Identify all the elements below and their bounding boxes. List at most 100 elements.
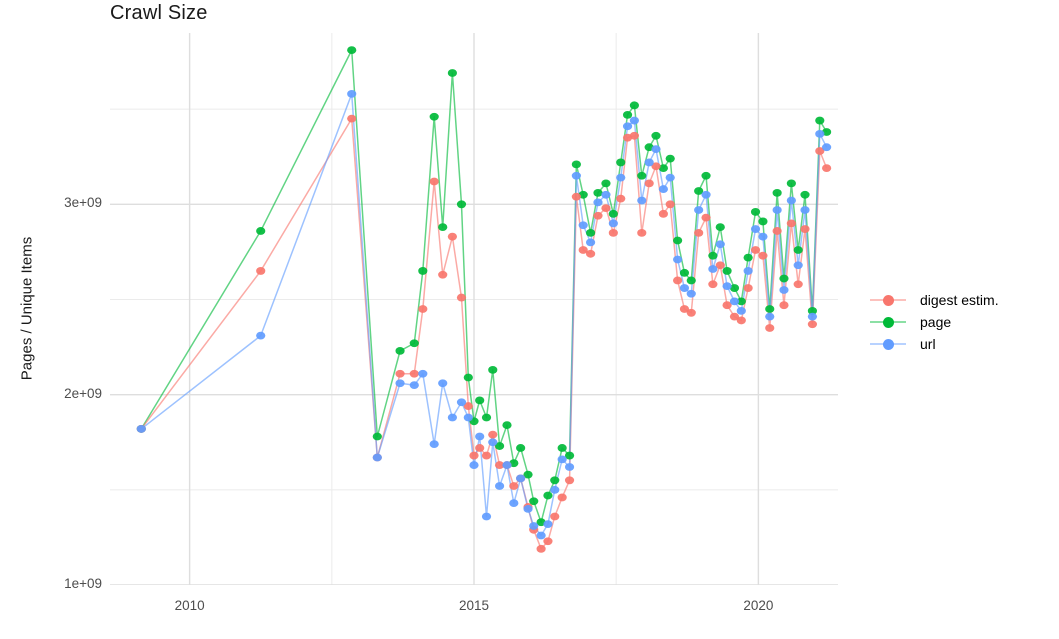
data-point <box>736 307 746 315</box>
data-point <box>601 179 611 188</box>
data-point <box>536 531 546 540</box>
legend-item[interactable]: url <box>868 333 1053 355</box>
data-point <box>665 154 675 163</box>
data-point <box>557 493 567 502</box>
data-point <box>743 267 753 275</box>
legend-dot-icon <box>883 317 894 328</box>
data-point <box>543 491 553 500</box>
data-point <box>694 228 704 237</box>
data-point <box>429 112 439 121</box>
data-point <box>571 171 581 180</box>
data-point <box>529 522 539 530</box>
data-point <box>256 267 266 275</box>
data-point <box>651 145 661 154</box>
series-points-page <box>136 46 832 527</box>
data-point <box>550 512 560 521</box>
data-point <box>395 369 405 378</box>
data-point <box>488 430 498 439</box>
data-point <box>673 236 683 245</box>
data-point <box>578 246 588 254</box>
page-title: Crawl Size <box>110 2 208 24</box>
data-point <box>715 223 725 232</box>
data-point <box>616 194 626 203</box>
data-point <box>469 451 479 460</box>
x-tick-label: 2010 <box>174 598 205 613</box>
data-point <box>488 366 498 374</box>
legend: digest estim. page url <box>868 289 1053 355</box>
data-point <box>447 413 457 422</box>
data-point <box>616 158 626 167</box>
data-point <box>715 240 725 249</box>
data-point <box>523 504 533 513</box>
legend-key-icon <box>868 333 908 355</box>
data-point <box>585 228 596 237</box>
plot-area <box>110 33 838 585</box>
data-point <box>701 190 711 199</box>
data-point <box>786 219 796 228</box>
data-point <box>644 179 654 188</box>
data-point <box>438 379 448 388</box>
data-point <box>815 116 825 125</box>
legend-item[interactable]: digest estim. <box>868 289 1053 311</box>
y-tick-label: 2e+09 <box>64 385 102 401</box>
data-point <box>463 413 473 422</box>
data-point <box>481 512 492 521</box>
series-line-url <box>140 93 828 537</box>
data-point <box>529 497 539 506</box>
data-point <box>438 270 448 279</box>
data-point <box>622 122 633 131</box>
data-point <box>800 190 810 199</box>
data-point <box>758 217 768 226</box>
data-point <box>651 162 661 171</box>
data-point <box>418 267 428 275</box>
data-point <box>715 261 725 270</box>
data-point <box>438 223 448 232</box>
data-point <box>585 238 596 247</box>
data-point <box>729 312 740 321</box>
legend-key-icon <box>868 311 908 333</box>
data-point <box>637 171 647 180</box>
data-point <box>779 301 789 310</box>
data-point <box>800 225 810 233</box>
data-point <box>601 204 611 213</box>
data-point <box>488 438 498 447</box>
data-point <box>418 305 428 313</box>
data-point <box>550 476 560 485</box>
data-point <box>509 482 519 490</box>
data-point <box>456 200 467 209</box>
data-point <box>772 188 782 197</box>
data-point <box>807 320 818 329</box>
data-point <box>658 209 668 218</box>
data-point <box>765 324 775 332</box>
plot-svg <box>110 33 838 585</box>
data-point <box>418 369 428 378</box>
data-point <box>686 308 696 317</box>
data-point <box>686 276 696 285</box>
data-point <box>772 206 782 214</box>
data-point <box>557 455 567 464</box>
data-point <box>815 147 825 155</box>
data-point <box>729 297 740 306</box>
series-points-digest-estim- <box>136 114 832 553</box>
data-point <box>701 171 711 180</box>
legend-item[interactable]: page <box>868 311 1053 333</box>
data-point <box>543 520 553 528</box>
data-point <box>694 187 704 195</box>
data-point <box>347 114 357 123</box>
data-point <box>523 470 533 479</box>
data-point <box>622 110 633 119</box>
data-point <box>494 482 505 490</box>
data-point <box>593 211 603 220</box>
data-point <box>793 280 803 289</box>
data-point <box>571 192 581 201</box>
data-point <box>372 453 382 462</box>
data-point <box>475 432 485 441</box>
legend-dot-icon <box>883 339 894 350</box>
data-point <box>658 164 668 173</box>
data-point <box>516 444 526 452</box>
data-point <box>750 225 761 233</box>
data-point <box>679 305 690 313</box>
data-point <box>463 373 473 382</box>
y-tick-label: 1e+09 <box>64 576 102 591</box>
data-point <box>372 432 382 441</box>
